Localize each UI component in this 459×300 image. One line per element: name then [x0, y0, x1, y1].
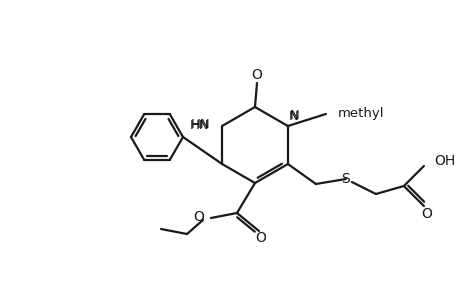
Text: O: O: [255, 231, 266, 245]
Text: HN: HN: [190, 118, 210, 130]
Text: HN: HN: [189, 118, 209, 131]
Text: OH: OH: [433, 154, 454, 168]
Text: O: O: [251, 68, 262, 82]
Text: O: O: [193, 210, 203, 224]
Text: N: N: [288, 110, 298, 123]
Text: O: O: [420, 207, 431, 221]
Text: S: S: [341, 172, 349, 186]
Text: N: N: [289, 109, 299, 122]
Text: methyl: methyl: [337, 106, 384, 119]
